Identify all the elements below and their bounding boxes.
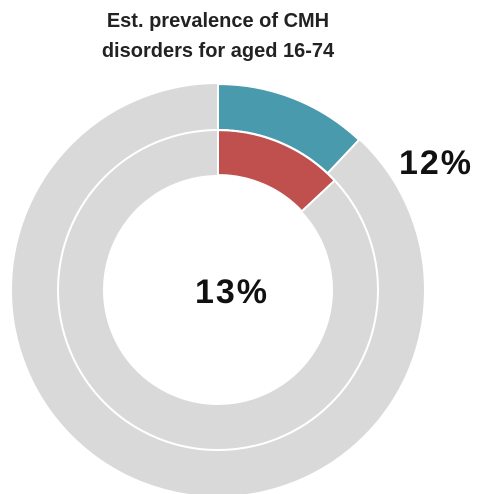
chart-title: Est. prevalence of CMH disorders for age… xyxy=(101,10,335,62)
outer-value-label: 12% xyxy=(399,144,473,182)
inner-value-label: 13% xyxy=(195,273,269,311)
